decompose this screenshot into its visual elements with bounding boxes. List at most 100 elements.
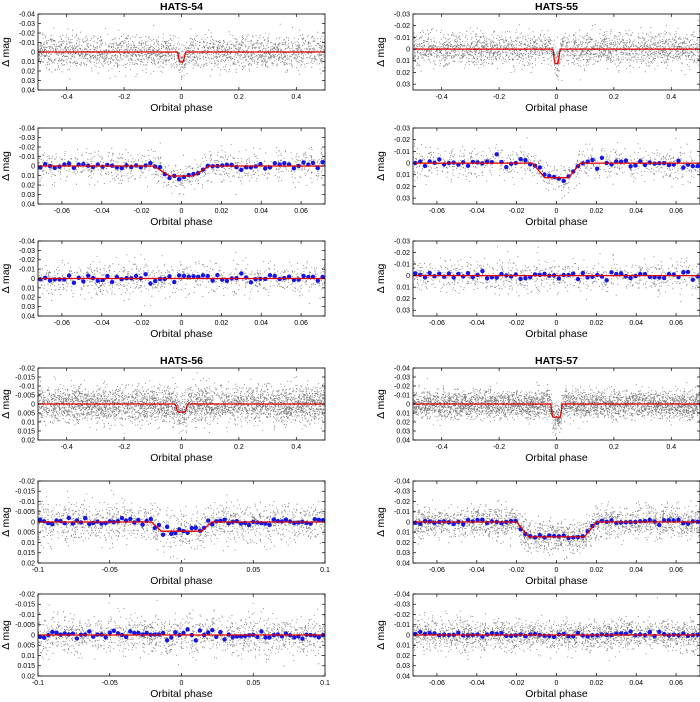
binned-point xyxy=(41,519,47,524)
y-tick-label: 0 xyxy=(31,163,35,170)
binned-point xyxy=(148,160,153,166)
y-tick-label: 0.02 xyxy=(21,560,35,567)
y-tick-label: 0.01 xyxy=(396,410,410,417)
y-tick-label: -0.01 xyxy=(394,262,410,269)
binned-point xyxy=(523,276,528,281)
binned-point xyxy=(246,522,252,528)
x-tick-label: 0.4 xyxy=(666,94,676,101)
y-tick-label: 0.005 xyxy=(17,530,35,537)
light-curve-panel-12: -0.06 -0.04 -0.02 0 0.02 0.04 0.06 -0.04 -0.03 -0… xyxy=(375,591,700,700)
binned-point xyxy=(465,163,471,168)
y-tick-label: -0.01 xyxy=(394,392,410,399)
binned-point xyxy=(267,635,272,640)
binned-point xyxy=(628,275,633,281)
x-tick-label: 0.2 xyxy=(609,444,619,451)
binned-point xyxy=(681,165,686,170)
binned-point xyxy=(291,166,297,171)
binned-point xyxy=(427,630,432,636)
binned-point xyxy=(255,634,260,640)
binned-point xyxy=(253,277,258,282)
x-tick-label: 0.4 xyxy=(291,444,301,451)
binned-point xyxy=(172,279,177,285)
y-axis-label: Δ mag xyxy=(375,263,387,293)
binned-point xyxy=(206,518,211,523)
binned-point xyxy=(86,273,91,278)
binned-point xyxy=(475,517,480,523)
binned-point xyxy=(422,275,428,280)
x-tick-label: 0 xyxy=(555,320,559,327)
y-tick-label: -0.01 xyxy=(19,612,35,619)
y-axis-label: Δ mag xyxy=(375,151,387,181)
binned-point xyxy=(441,519,447,524)
light-curve-panel-10: -0.06 -0.04 -0.02 0 0.02 0.04 0.06 -0.04 -0.03 -0… xyxy=(375,478,700,587)
x-axis-label: Orbital phase xyxy=(525,452,588,464)
x-tick-label: -0.04 xyxy=(469,567,485,574)
y-tick-label: -0.02 xyxy=(19,478,35,485)
x-tick-label: -0.04 xyxy=(94,208,110,215)
binned-point xyxy=(499,631,504,636)
binned-point xyxy=(595,166,600,171)
x-tick-label: -0.4 xyxy=(61,444,73,451)
binned-point xyxy=(618,271,624,276)
binned-point xyxy=(427,270,432,276)
binned-point xyxy=(676,517,681,522)
binned-point xyxy=(312,517,317,522)
data-points xyxy=(413,378,700,436)
plot-frame xyxy=(412,127,700,205)
x-tick-label: 0 xyxy=(555,94,559,101)
binned-point xyxy=(451,521,456,527)
binned-point xyxy=(551,533,557,539)
panel-title: HATS-56 xyxy=(160,355,203,367)
y-tick-label: -0.01 xyxy=(19,40,35,47)
binned-point xyxy=(480,268,485,274)
x-tick-label: -0.02 xyxy=(509,208,525,215)
x-tick-label: -0.06 xyxy=(429,320,445,327)
x-tick-label: 0.2 xyxy=(234,94,244,101)
x-tick-label: -0.1 xyxy=(32,567,44,574)
y-tick-label: 0.04 xyxy=(21,201,35,208)
binned-point xyxy=(173,630,178,635)
binned-point xyxy=(676,158,681,163)
y-tick-label: -0.005 xyxy=(15,622,35,629)
binned-point xyxy=(580,270,585,276)
binned-point xyxy=(551,174,557,180)
binned-point xyxy=(489,630,495,636)
y-tick-label: 0.04 xyxy=(21,313,35,320)
binned-point xyxy=(136,517,141,523)
y-tick-label: 0.015 xyxy=(17,663,35,670)
y-axis-label: Δ mag xyxy=(375,507,387,537)
binned-point xyxy=(66,161,72,166)
y-tick-label: 0.02 xyxy=(396,70,410,77)
y-axis-label: Δ mag xyxy=(0,507,12,537)
x-tick-label: 0 xyxy=(180,94,184,101)
x-tick-label: -0.04 xyxy=(469,680,485,687)
light-curve-panel-11: -0.1 -0.05 0 0.05 0.1 -0.02 -0.015 -0.01 -0.005 0… xyxy=(0,591,330,700)
binned-point xyxy=(43,161,48,167)
x-tick-label: 0.04 xyxy=(254,320,268,327)
binned-point xyxy=(66,515,72,521)
y-tick-label: -0.02 xyxy=(394,383,410,390)
y-tick-label: -0.03 xyxy=(394,374,410,381)
binned-point xyxy=(494,275,499,280)
model-curve xyxy=(413,162,700,179)
y-tick-label: -0.02 xyxy=(19,144,35,151)
binned-point xyxy=(107,630,113,635)
y-tick-label: -0.01 xyxy=(394,149,410,156)
binned-point xyxy=(480,517,485,522)
binned-point xyxy=(197,628,203,633)
binned-point xyxy=(148,516,153,522)
binned-point xyxy=(604,278,609,283)
binned-point xyxy=(301,273,306,279)
binned-point xyxy=(437,157,442,162)
y-tick-label: 0.005 xyxy=(17,410,35,417)
binned-point xyxy=(301,160,306,165)
y-tick-label: 0.02 xyxy=(396,653,410,660)
y-tick-label: 0.02 xyxy=(21,437,35,444)
binned-point xyxy=(210,627,215,633)
y-axis-label: Δ mag xyxy=(0,620,12,650)
binned-point xyxy=(164,638,170,643)
x-tick-label: 0.05 xyxy=(246,567,260,574)
binned-point xyxy=(186,274,191,279)
y-tick-label: 0.02 xyxy=(396,184,410,191)
x-tick-label: 0.04 xyxy=(629,680,643,687)
